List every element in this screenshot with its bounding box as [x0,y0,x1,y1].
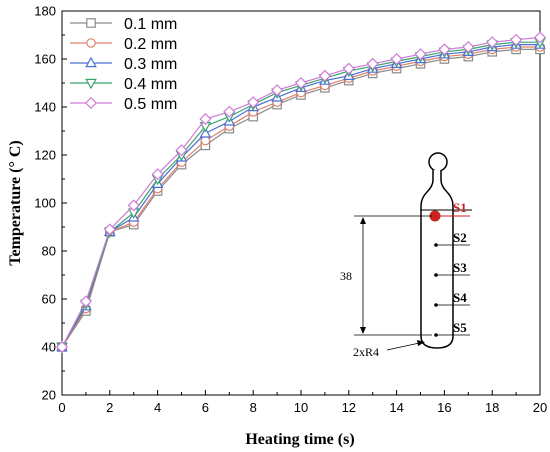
data-point [294,76,308,90]
y-tick-label: 140 [34,100,56,115]
radius-arrow [417,340,425,346]
sensor-label-s5: S5 [453,320,467,335]
x-tick-label: 6 [202,400,209,415]
data-point [318,69,331,82]
specimen-body [420,170,454,349]
x-tick-label: 20 [533,400,547,415]
sensor-point-s2 [434,243,438,247]
radius-label: 2xR4 [353,345,379,359]
x-tick-label: 18 [485,400,499,415]
data-point [366,57,379,70]
x-tick-label: 2 [106,400,113,415]
x-axis: 0 2 4 6 8 10 12 14 16 18 20 [58,390,547,415]
x-axis-title: Heating time (s) [245,431,354,448]
y-tick-label: 60 [42,292,56,307]
dimension-arrow-top [360,217,366,224]
data-point [462,40,475,54]
legend-marker [85,56,97,68]
specimen-diagram: S1 S2 S3 S4 S5 38 2xR4 [340,152,472,359]
sensor-label-s1: S1 [453,200,467,215]
data-point [200,135,211,146]
sensor-label-s2: S2 [453,230,467,245]
y-axis-title: Temperature (° C) [7,140,24,265]
specimen-bulb [428,152,448,172]
x-tick-label: 16 [437,400,451,415]
x-tick-label: 12 [342,400,356,415]
series-0-5-mm [55,31,547,354]
sensor-label-s4: S4 [453,290,467,305]
dimension-arrow-bottom [360,327,366,334]
y-tick-label: 180 [34,4,56,19]
x-tick-label: 10 [294,400,308,415]
legend-marker [85,78,97,90]
data-point [438,43,451,56]
sensor-point-s3 [434,273,438,277]
sensor-label-s3: S3 [453,260,467,275]
data-point [390,52,403,66]
x-tick-label: 4 [154,400,161,415]
sensor-point-s5 [434,333,438,337]
x-tick-label: 0 [58,400,65,415]
data-point [533,31,547,44]
data-point [199,127,212,138]
dimension-label: 38 [340,269,352,283]
data-point [247,96,260,109]
legend-label: 0.4 mm [124,76,177,93]
legend-marker [86,38,96,48]
y-tick-label: 80 [42,244,56,259]
data-point [271,84,284,97]
data-point [510,33,523,46]
data-point [342,62,355,75]
y-axis: 20 40 60 80 100 120 140 160 180 [34,4,67,403]
data-point [79,295,92,308]
legend-marker [86,18,96,28]
x-tick-label: 8 [250,400,257,415]
data-point [127,199,140,212]
sensor-point-s1 [429,210,441,222]
data-point [414,48,427,61]
x-tick-label: 14 [389,400,403,415]
data-point [199,112,212,126]
y-tick-label: 160 [34,52,56,67]
legend-label: 0.1 mm [124,16,177,33]
data-point [55,340,69,354]
legend-label: 0.5 mm [124,96,177,113]
y-tick-label: 120 [34,148,56,163]
data-point [103,223,116,236]
y-tick-label: 40 [42,340,56,355]
legend-label: 0.2 mm [124,36,177,53]
data-point [151,168,164,181]
y-tick-label: 20 [42,388,56,403]
legend: 0.1 mm 0.2 mm 0.3 mm 0.4 mm 0.5 mm [70,16,177,113]
y-tick-label: 100 [34,196,56,211]
series-layer [55,31,547,354]
legend-label: 0.3 mm [124,56,177,73]
sensor-point-s4 [434,303,438,307]
legend-marker [84,96,98,110]
data-point [175,144,188,157]
data-point [486,36,499,49]
data-point [223,105,236,118]
